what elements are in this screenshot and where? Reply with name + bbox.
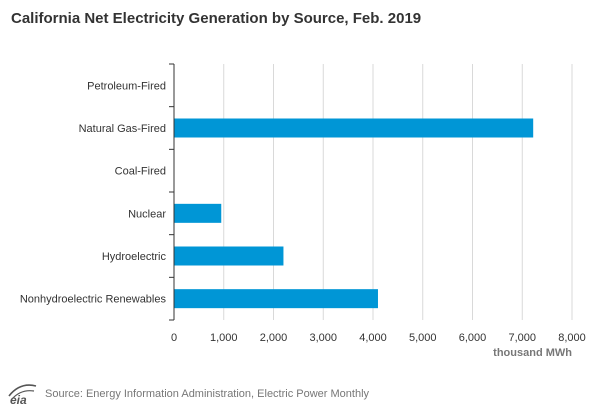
bar (174, 246, 284, 266)
x-tick-label: 1,000 (210, 332, 238, 344)
category-label: Coal-Fired (115, 166, 166, 178)
axes (169, 63, 175, 321)
chart-title: California Net Electricity Generation by… (11, 10, 422, 27)
x-tick-label: 7,000 (508, 332, 536, 344)
eia-logo-icon: eia (8, 384, 37, 407)
x-tick-label: 8,000 (558, 332, 586, 344)
x-axis-title: thousand MWh (493, 347, 572, 359)
x-tick-label: 2,000 (260, 332, 288, 344)
category-label: Nuclear (128, 208, 166, 220)
x-tick-label: 5,000 (409, 332, 437, 344)
bar (174, 118, 534, 138)
labels: 0 1,000 2,000 3,000 4,000 5,000 6,000 7,000 8,00… (20, 80, 586, 359)
bar (174, 203, 222, 223)
category-label: Hydroelectric (102, 251, 167, 263)
x-tick-label: 6,000 (459, 332, 487, 344)
category-label: Petroleum-Fired (87, 80, 166, 92)
eia-logo: eia (6, 380, 40, 411)
eia-logo-text: eia (10, 393, 27, 406)
x-tick-label: 0 (171, 332, 177, 344)
category-label: Nonhydroelectric Renewables (20, 294, 167, 306)
bar (174, 289, 378, 309)
source-note: Source: Energy Information Administratio… (45, 388, 370, 400)
bars (174, 118, 534, 309)
gridlines (223, 64, 573, 320)
category-label: Natural Gas-Fired (79, 123, 166, 135)
x-tick-label: 3,000 (309, 332, 337, 344)
x-tick-label: 4,000 (359, 332, 387, 344)
